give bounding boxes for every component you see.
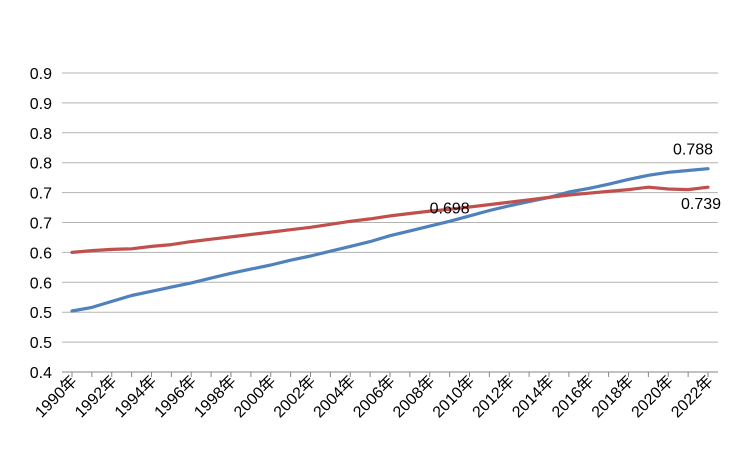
x-tick-label: 2010年 <box>429 372 478 421</box>
y-tick-label: 0.8 <box>30 126 52 143</box>
x-tick-label: 2022年 <box>668 372 717 421</box>
x-tick-label: 2016年 <box>548 372 597 421</box>
y-tick-label: 0.9 <box>30 66 52 83</box>
x-tick-label: 1998年 <box>191 372 240 421</box>
x-tick-label: 2004年 <box>310 372 359 421</box>
data-label: 0.788 <box>673 142 713 159</box>
x-tick-label: 2008年 <box>389 372 438 421</box>
x-tick-label: 2020年 <box>628 372 677 421</box>
y-tick-label: 0.6 <box>30 245 52 262</box>
data-label: 0.739 <box>681 196 721 213</box>
y-tick-label: 0.7 <box>30 216 52 233</box>
x-tick-label: 2012年 <box>469 372 518 421</box>
x-tick-label: 1992年 <box>71 372 120 421</box>
x-tick-label: 2000年 <box>230 372 279 421</box>
y-tick-label: 0.8 <box>30 156 52 173</box>
y-tick-label: 0.9 <box>30 96 52 113</box>
y-tick-label: 0.5 <box>30 305 52 322</box>
x-tick-label: 2006年 <box>350 372 399 421</box>
x-tick-label: 2018年 <box>588 372 637 421</box>
x-tick-label: 2002年 <box>270 372 319 421</box>
series-line-blue <box>70 167 710 313</box>
x-tick-label: 1996年 <box>151 372 200 421</box>
series-line-red <box>70 185 710 254</box>
x-tick-label: 1994年 <box>111 372 160 421</box>
y-tick-label: 0.6 <box>30 275 52 292</box>
y-tick-label: 0.7 <box>30 186 52 203</box>
x-tick-label: 2014年 <box>509 372 558 421</box>
data-label: 0.698 <box>430 200 470 217</box>
y-tick-label: 0.4 <box>30 365 52 382</box>
y-tick-label: 0.5 <box>30 335 52 352</box>
